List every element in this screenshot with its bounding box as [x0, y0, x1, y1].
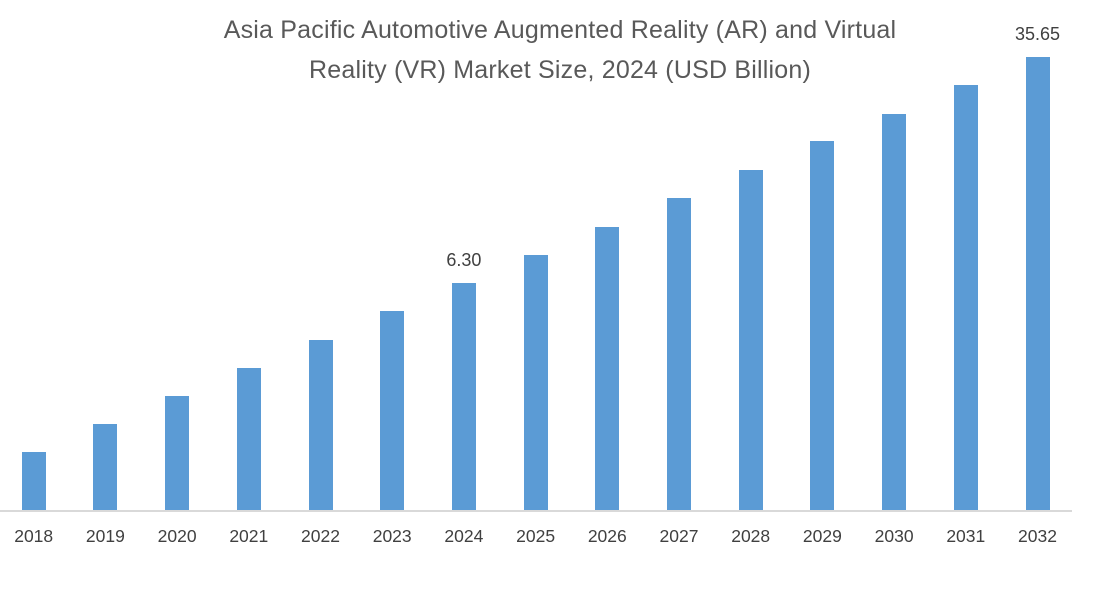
data-label-2024: 6.30	[446, 250, 482, 270]
x-tick-label-2027: 2027	[659, 526, 699, 546]
chart-title: Asia Pacific Automotive Augmented Realit…	[24, 10, 1096, 90]
data-label-2032: 35.65	[1014, 24, 1061, 44]
x-tick-label-2029: 2029	[802, 526, 842, 546]
x-tick-label-2024: 2024	[444, 526, 484, 546]
bar-2020	[165, 396, 190, 510]
x-tick-label-2030: 2030	[874, 526, 914, 546]
x-tick-label-2019: 2019	[85, 526, 125, 546]
bar-2025	[523, 255, 548, 510]
x-tick-label-2022: 2022	[301, 526, 340, 546]
x-tick-label-2021: 2021	[229, 526, 269, 546]
bar-2032	[1025, 57, 1050, 510]
chart-title-line-1: Asia Pacific Automotive Augmented Realit…	[223, 16, 897, 44]
x-tick-label-2020: 2020	[157, 526, 197, 546]
bar-2018	[21, 452, 46, 510]
bar-2024	[451, 283, 476, 510]
x-tick-label-2018: 2018	[14, 526, 54, 546]
bar-2023	[380, 311, 405, 510]
x-tick-label-2032: 2032	[1018, 526, 1057, 546]
bar-2022	[308, 340, 333, 510]
bar-2026	[595, 227, 620, 510]
bar-2021	[236, 368, 261, 510]
x-tick-label-2025: 2025	[516, 526, 556, 546]
x-tick-label-2023: 2023	[372, 526, 412, 546]
bar-2028	[738, 170, 763, 510]
bar-2029	[810, 141, 835, 510]
x-axis-line	[0, 510, 1072, 512]
x-tick-label-2026: 2026	[587, 526, 627, 546]
bar-2027	[667, 198, 691, 510]
bar-2030	[882, 114, 907, 510]
chart-title-line-2: Reality (VR) Market Size, 2024 (USD Bill…	[308, 56, 811, 84]
bar-2019	[93, 424, 118, 510]
x-tick-label-2031: 2031	[946, 526, 986, 546]
x-tick-label-2028: 2028	[731, 526, 771, 546]
bar-2031	[953, 85, 978, 510]
